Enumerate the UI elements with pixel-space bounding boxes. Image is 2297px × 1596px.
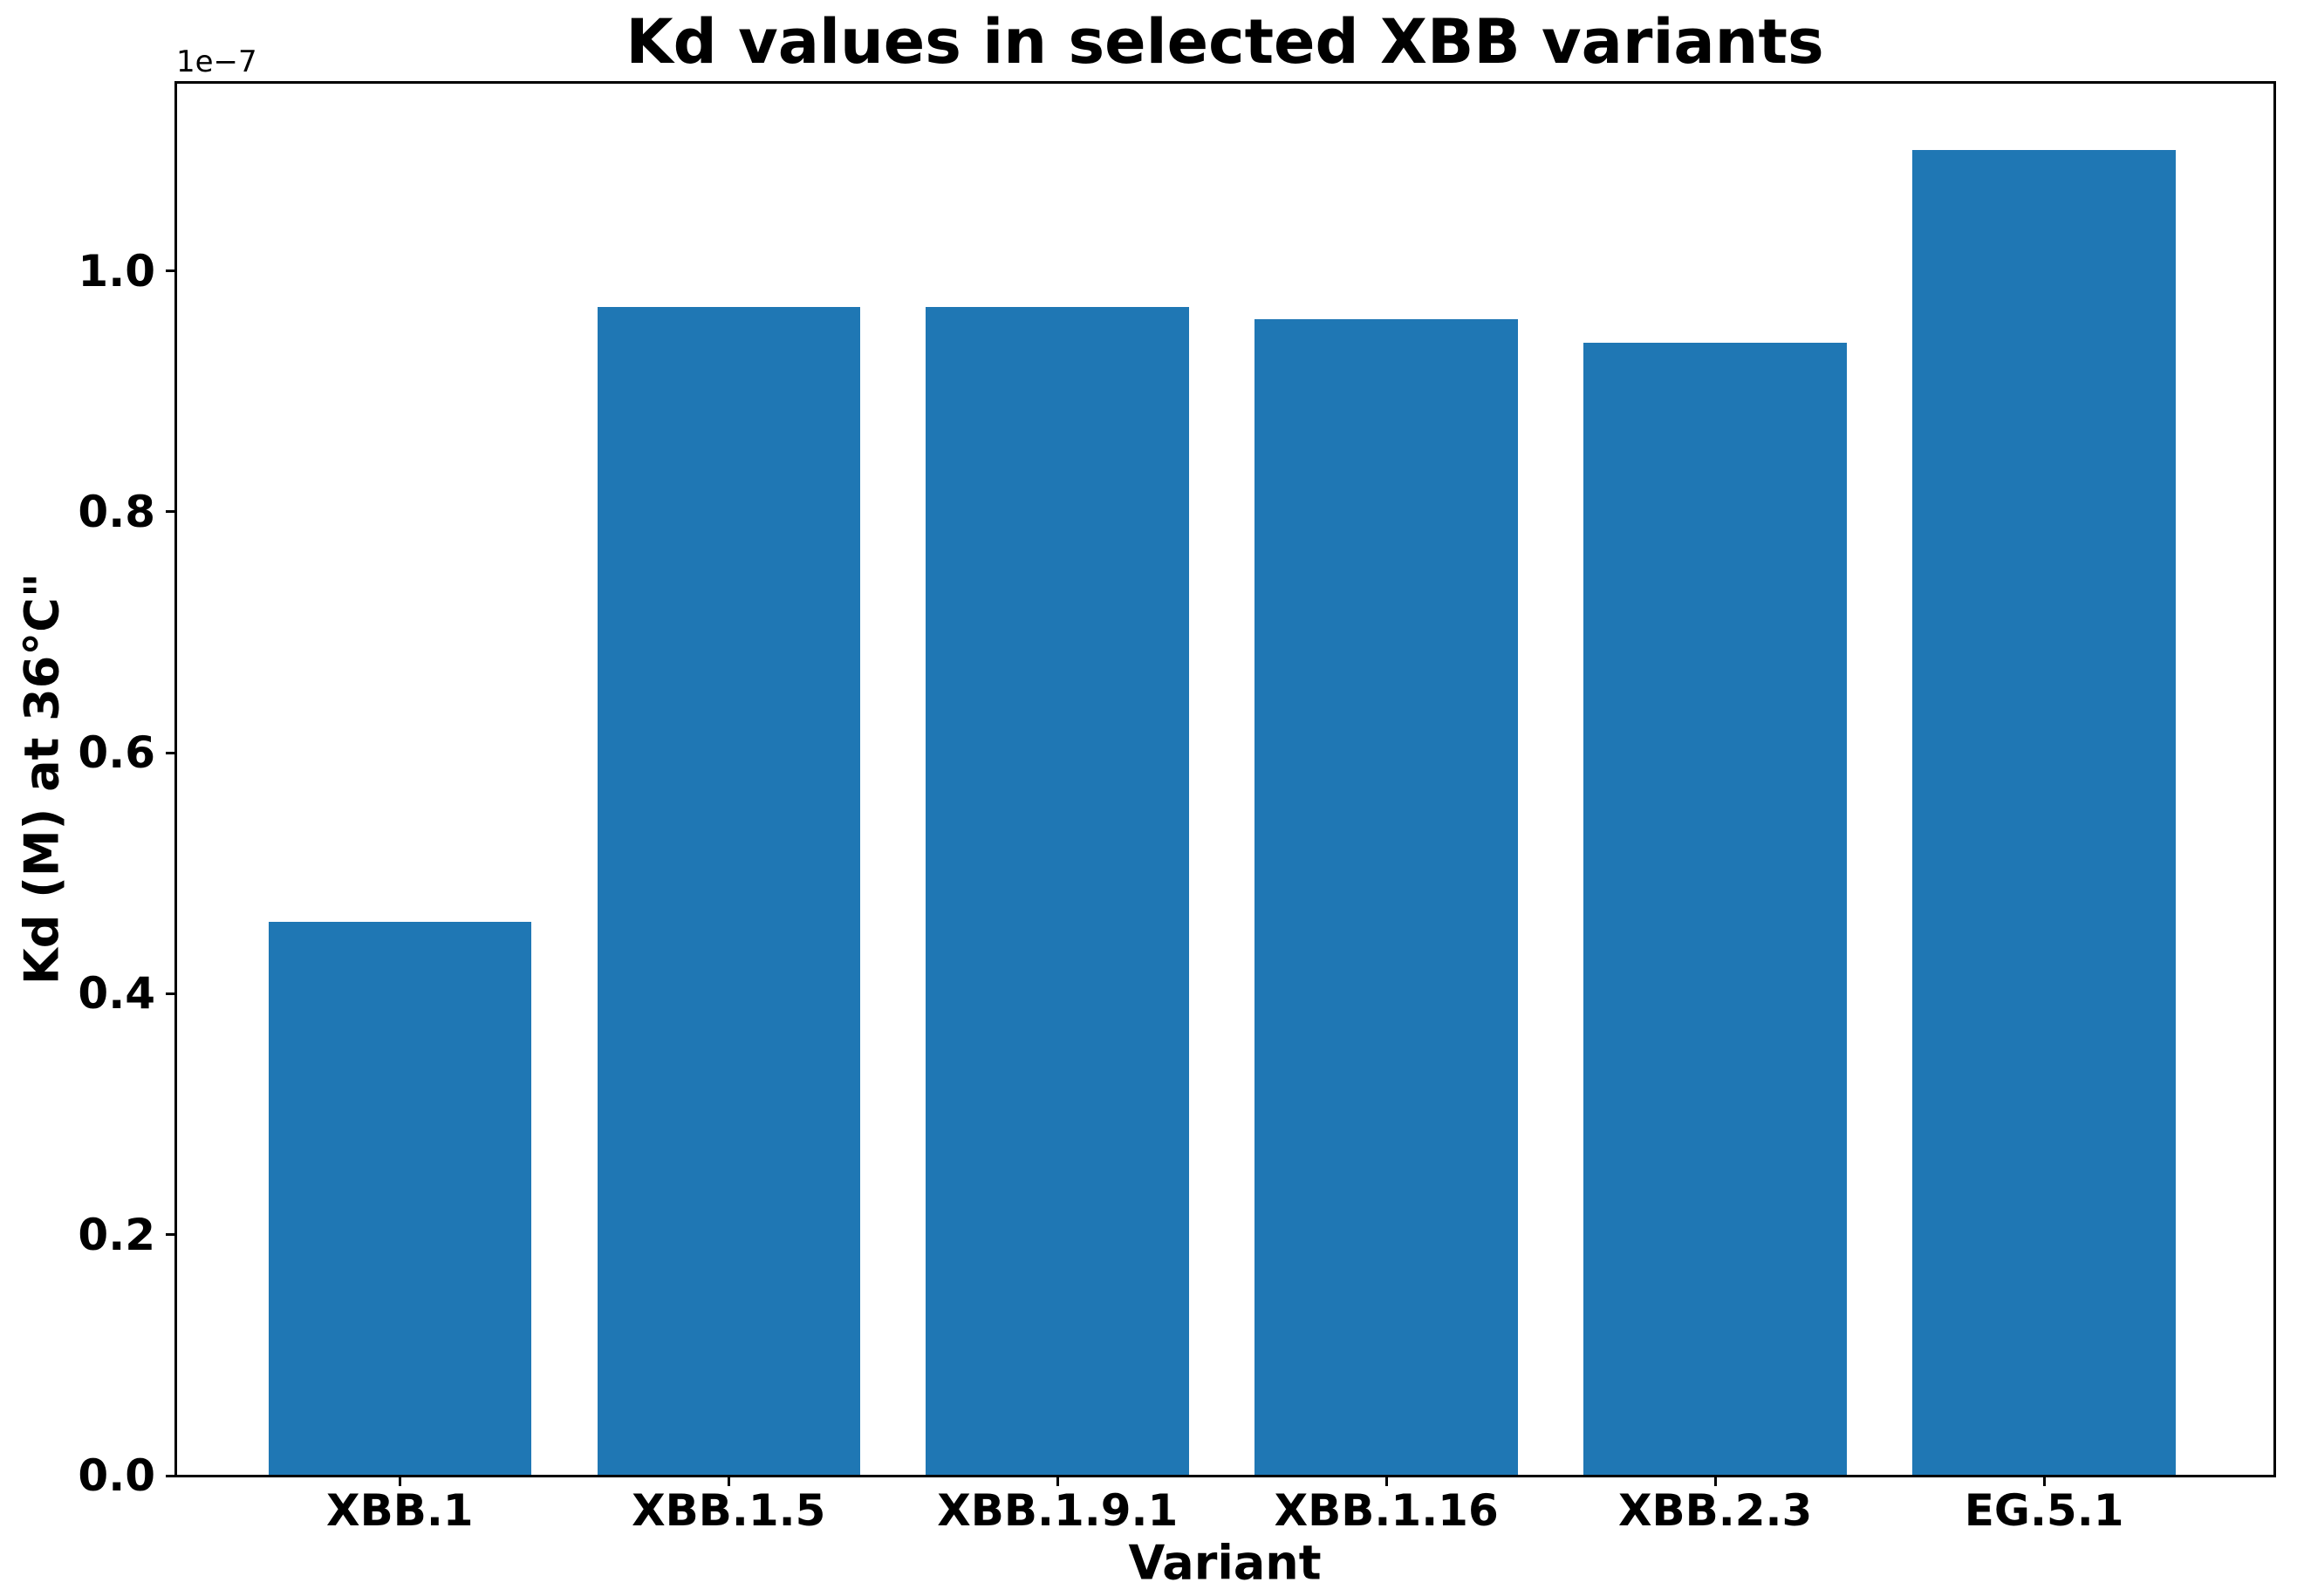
y-tick-mark [166,510,175,514]
bar-xbb-2-3 [1583,343,1847,1476]
x-tick-label: EG.5.1 [1964,1485,2124,1536]
y-tick-label: 0.0 [78,1450,155,1501]
x-tick-mark [1713,1477,1717,1486]
y-tick-mark [166,992,175,995]
x-axis-title: Variant [1128,1535,1322,1591]
y-axis-title: Kd (M) at 36°C" [14,572,70,986]
bar-xbb-1-5 [597,306,861,1476]
x-tick-mark [1384,1477,1388,1486]
y-tick-label: 0.8 [78,486,155,537]
x-tick-label: XBB.2.3 [1617,1485,1813,1536]
y-tick-mark [166,1474,175,1477]
x-tick-mark [398,1477,401,1486]
y-axis-offset-label: 1e−7 [176,44,257,79]
x-tick-label: XBB.1.16 [1274,1485,1499,1536]
x-tick-mark [727,1477,730,1486]
y-tick-mark [166,1233,175,1237]
x-tick-label: XBB.1 [326,1485,474,1536]
x-tick-label: XBB.1.5 [632,1485,826,1536]
x-tick-mark [1056,1477,1059,1486]
bar-eg-5-1 [1912,150,2176,1476]
y-tick-label: 0.6 [78,727,155,779]
y-tick-mark [166,751,175,754]
bar-xbb-1-16 [1254,318,1518,1476]
chart-title: Kd values in selected XBB variants [626,6,1824,78]
bar-xbb-1 [268,921,532,1476]
y-tick-mark [166,269,175,272]
bar-xbb-1-9-1 [926,306,1190,1476]
y-tick-label: 0.4 [78,968,155,1020]
y-tick-label: 1.0 [78,245,155,297]
y-tick-label: 0.2 [78,1209,155,1260]
plot-area [176,83,2274,1476]
x-tick-mark [2042,1477,2046,1486]
x-tick-label: XBB.1.9.1 [937,1485,1179,1536]
